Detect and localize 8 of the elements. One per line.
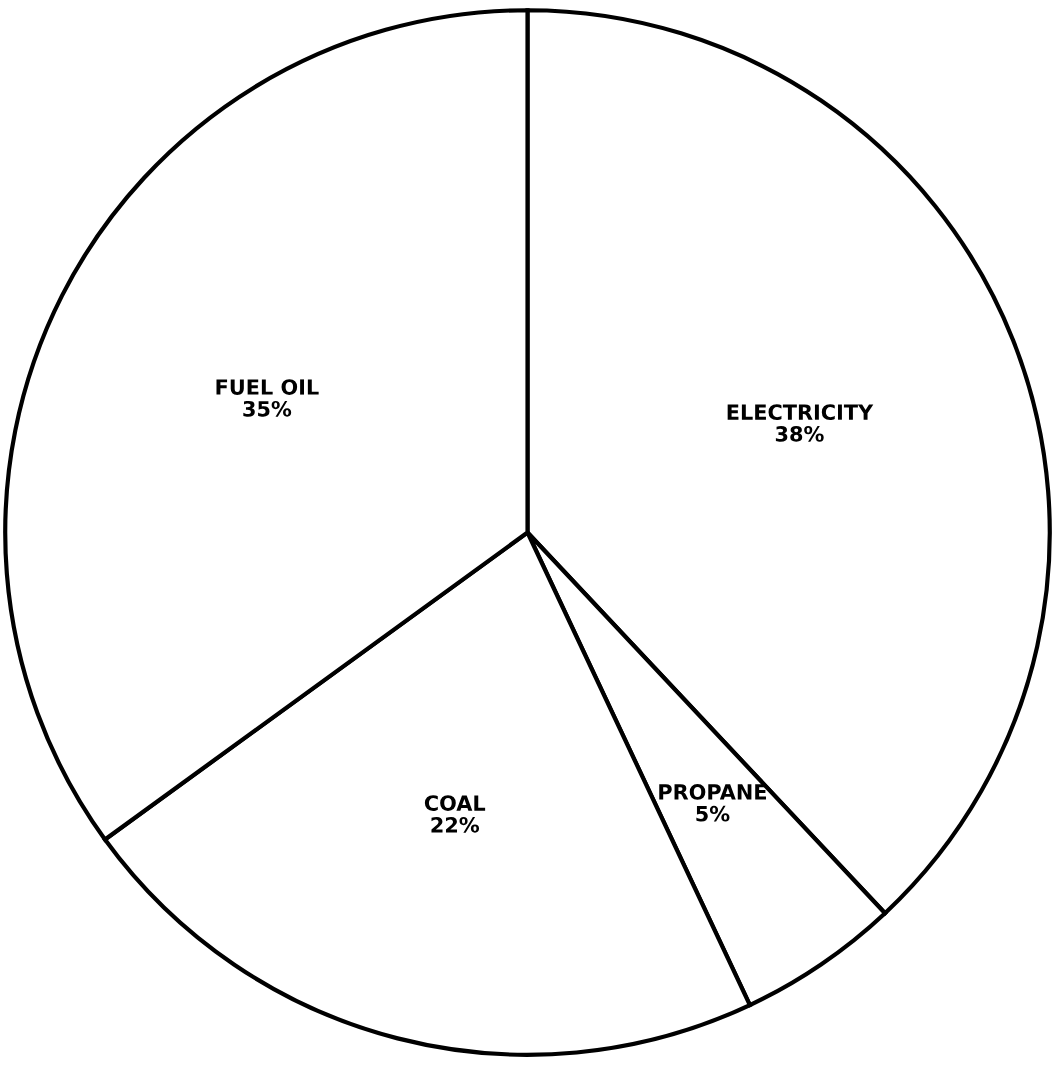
data-label: 22%: [431, 816, 480, 833]
data-label: 5%: [696, 805, 730, 822]
slice-label: PROPANE: [659, 784, 767, 800]
slice-label: COAL: [424, 795, 486, 811]
slice-label: ELECTRICITY: [727, 404, 874, 420]
data-label: 35%: [243, 400, 292, 417]
slice-label: FUEL OIL: [216, 379, 319, 395]
data-label: 38%: [775, 425, 824, 442]
